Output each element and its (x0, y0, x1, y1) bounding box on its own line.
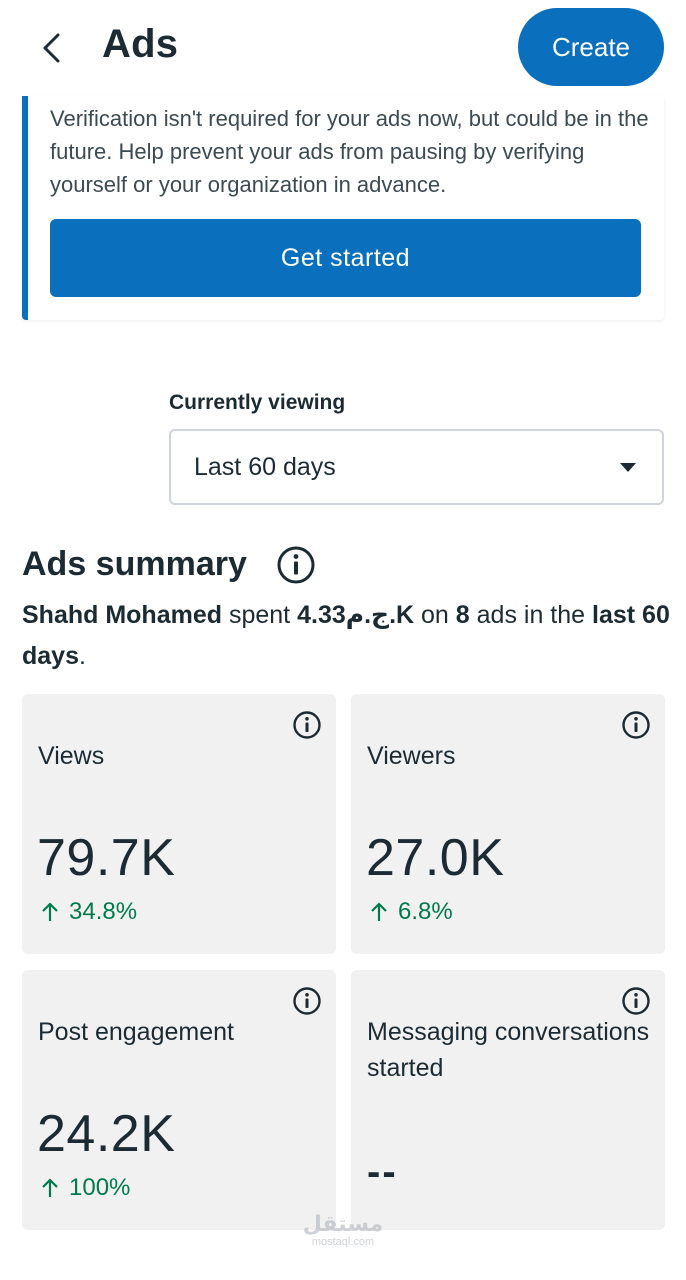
info-icon[interactable] (276, 545, 316, 585)
arrow-up-icon (42, 902, 58, 921)
spent-word: spent (228, 601, 291, 629)
page-title: Ads (102, 22, 179, 66)
metric-value: 24.2K (37, 1105, 176, 1163)
metric-card-viewers[interactable]: Viewers 27.0K 6.8% (351, 694, 665, 954)
verification-notice: Verification isn't required for your ads… (22, 96, 664, 320)
metric-value: -- (367, 1150, 398, 1194)
metric-label: Post engagement (38, 1018, 234, 1046)
metric-label: Views (38, 742, 105, 770)
account-name: Shahd Mohamed (22, 601, 223, 629)
ad-count: 8 (455, 601, 470, 629)
watermark: مستقل mostaql.com (300, 1211, 386, 1249)
period-text: last 60 days (22, 601, 670, 670)
chevron-left-icon (43, 33, 60, 63)
info-icon[interactable] (621, 710, 651, 740)
sentence-end: . (78, 642, 86, 670)
metric-change: 6.8% (368, 898, 453, 926)
date-range-value: Last 60 days (194, 453, 336, 481)
date-range-select[interactable]: Last 60 days (169, 429, 664, 505)
watermark-mark: مستقل (302, 1211, 384, 1236)
watermark-url: mostaql.com (311, 1236, 375, 1248)
metric-card-messaging-conversations[interactable]: Messaging conversations started -- (351, 970, 665, 1230)
amount-spent: 4.33ج.م.K (297, 601, 415, 629)
metric-change: 100% (39, 1174, 130, 1202)
arrow-up-icon (42, 1178, 58, 1197)
metric-change-value: 6.8% (398, 898, 453, 925)
metric-card-views[interactable]: Views 79.7K 34.8% (22, 694, 336, 954)
caret-down-icon (620, 463, 636, 472)
create-button[interactable]: Create (518, 8, 664, 86)
metric-value: 79.7K (37, 829, 176, 887)
metric-change-value: 34.8% (69, 898, 138, 925)
info-icon[interactable] (292, 710, 322, 740)
ads-summary-text: Shahd Mohamed spent 4.33ج.م.K on 8 ads i… (22, 595, 672, 677)
metric-value: 27.0K (366, 829, 505, 887)
currently-viewing-label: Currently viewing (169, 391, 346, 414)
info-icon[interactable] (292, 986, 322, 1016)
metric-change: 34.8% (39, 898, 137, 926)
get-started-button[interactable]: Get started (50, 219, 641, 297)
info-icon[interactable] (621, 986, 651, 1016)
ads-in-the-text: ads in the (476, 601, 586, 629)
back-button[interactable] (30, 26, 74, 70)
metric-label: Messaging conversations started (367, 1018, 650, 1082)
notice-text: Verification isn't required for your ads… (50, 106, 649, 197)
metric-change-value: 100% (69, 1174, 131, 1201)
on-word: on (421, 601, 449, 629)
ads-summary-title: Ads summary (22, 545, 247, 583)
arrow-up-icon (371, 902, 387, 921)
metric-card-post-engagement[interactable]: Post engagement 24.2K 100% (22, 970, 336, 1230)
metric-label: Viewers (367, 742, 456, 770)
top-bar: Ads Create (0, 0, 686, 96)
